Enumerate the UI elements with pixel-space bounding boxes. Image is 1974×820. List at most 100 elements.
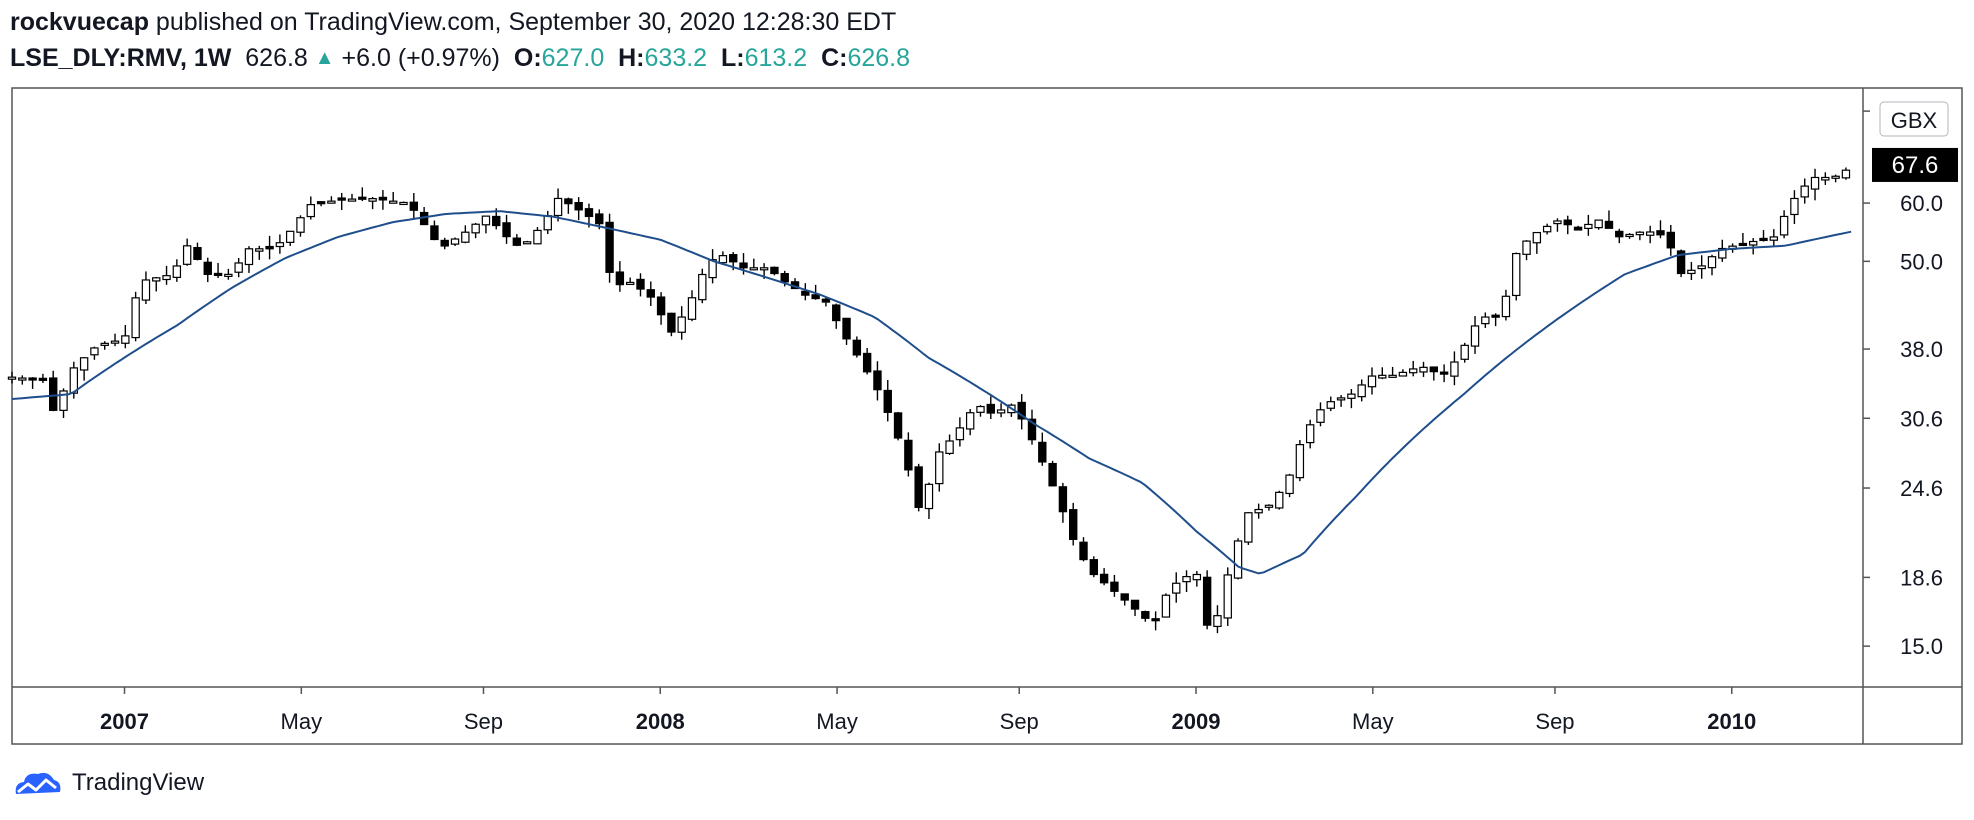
time-tick-label: May [281,709,323,734]
candle [1110,574,1119,597]
candle [698,268,707,304]
candle [996,403,1006,418]
candle [1419,361,1428,377]
candle [656,292,666,325]
currency-label: GBX [1891,108,1938,133]
candle [1233,538,1243,580]
price-axis[interactable]: 80.060.050.038.030.624.618.615.0 [1863,99,1943,659]
candle [1604,210,1614,229]
candle [1048,460,1057,487]
candle [1161,593,1171,618]
candle [1584,214,1593,236]
candle [79,357,89,381]
candle [1553,218,1562,232]
candle [1779,210,1789,239]
publish-info: rockvuecap published on TradingView.com,… [10,8,896,37]
candle [409,193,419,220]
time-tick-label: 2008 [636,709,685,734]
candle [255,245,264,260]
candle [945,434,954,455]
last-price-tag: 67.6 [1872,147,1958,182]
high-label: H: [618,44,645,72]
candle [481,215,491,234]
candle [100,341,109,350]
candle [49,370,58,412]
candle [1027,409,1037,445]
candle [203,257,212,283]
candle [1759,230,1768,242]
candle [976,405,985,417]
candle [1656,220,1665,239]
candle [131,291,140,342]
candle [296,215,305,237]
candle [1182,570,1191,593]
candle [461,225,470,244]
open-value: 627.0 [541,44,605,72]
publisher-name[interactable]: rockvuecap [10,8,149,36]
last-price-tag-value: 67.6 [1892,152,1939,179]
price-tick-label: 30.6 [1900,406,1943,431]
last-price: 626.8 [245,44,308,72]
candle [1821,172,1830,185]
candle [1130,599,1140,617]
candle [368,196,377,210]
candle [667,312,676,337]
candle [533,227,542,245]
candle [1357,379,1366,402]
candle [1460,342,1469,363]
candle [152,276,161,292]
candle [801,283,810,301]
candle [1450,351,1459,386]
candle [1099,568,1109,586]
candle [162,265,171,285]
candle [1594,219,1603,230]
time-tick-label: May [1352,709,1394,734]
candle [1202,570,1212,630]
candle [615,261,625,292]
candle [1398,369,1408,377]
price-tick-label: 60.0 [1900,191,1943,216]
tradingview-brand[interactable]: TradingView [12,768,204,798]
candle [110,333,120,347]
candle [347,193,357,202]
candle [1532,231,1542,254]
candle [873,361,882,401]
candle [564,197,573,214]
candle [172,259,182,282]
candle [358,187,367,202]
time-tick-label: Sep [1000,709,1039,734]
candle [605,213,614,283]
candle [1378,367,1387,380]
candle [914,463,923,512]
candle [1141,610,1150,622]
candle [1491,313,1500,327]
candle [224,268,233,280]
candle [1769,229,1779,247]
candle [1409,360,1418,377]
time-tick-label: 2010 [1707,709,1756,734]
candle [59,388,68,418]
time-tick-label: Sep [464,709,503,734]
low-label: L: [720,44,745,72]
candle [1666,225,1675,256]
candle [1481,312,1490,328]
candle [1738,233,1748,247]
price-tick-label: 15.0 [1900,634,1943,659]
candle [965,409,975,436]
candle [1326,396,1335,412]
candle [1089,556,1099,578]
candle [543,210,552,235]
candle [1439,364,1449,383]
candle [1501,289,1511,321]
candle [1697,255,1706,279]
time-tick-label: Sep [1535,709,1574,734]
time-tick-label: 2009 [1172,709,1221,734]
candle [1512,252,1521,301]
candle [1645,225,1655,244]
symbol-interval[interactable]: LSE_DLY:RMV, 1W [10,44,232,72]
candle [1831,174,1840,183]
time-axis[interactable]: 2007 May Sep 2008 May Sep 2009 May Sep 2010 [100,687,1756,734]
candle [1213,605,1222,634]
close-value: 626.8 [847,44,911,72]
